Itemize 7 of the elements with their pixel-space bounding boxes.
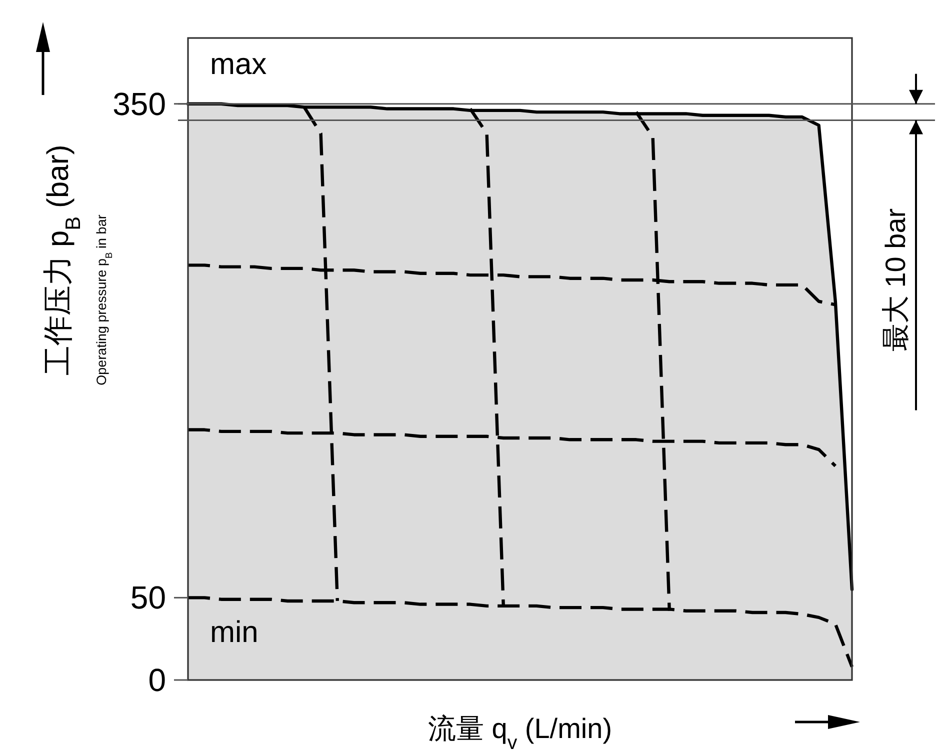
y-tick-label: 0: [148, 662, 166, 698]
annotation: min: [210, 616, 258, 649]
y-tick-label: 50: [130, 580, 166, 616]
annotation: max: [210, 48, 267, 81]
y-tick-label: 350: [112, 86, 166, 122]
x-axis-title: 流量 q$_{v}$ (L/min): [428, 713, 612, 753]
text: 最大 10 bar: [880, 208, 911, 352]
